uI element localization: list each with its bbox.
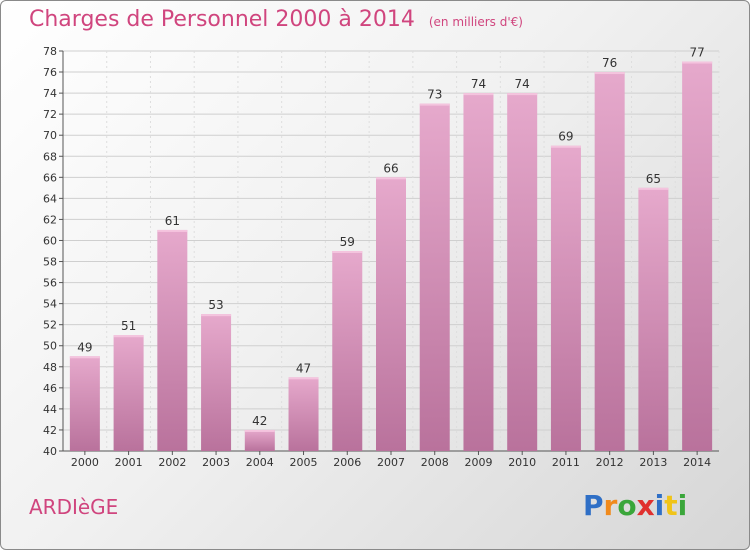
y-tick-label: 70: [43, 129, 57, 142]
bar: [376, 177, 406, 451]
x-tick-label: 2000: [71, 456, 99, 469]
x-tick-label: 2006: [333, 456, 361, 469]
bar-value-label: 74: [471, 77, 486, 91]
y-tick-label: 62: [43, 213, 57, 226]
bar: [157, 229, 188, 451]
commune-name: ARDIèGE: [29, 495, 119, 519]
bar: [201, 314, 232, 451]
logo-letter: r: [603, 489, 618, 522]
y-tick-label: 42: [43, 424, 57, 437]
bar-top-highlight: [550, 145, 581, 148]
x-tick-label: 2005: [290, 456, 318, 469]
logo-letter: o: [617, 489, 637, 522]
bar: [463, 93, 494, 452]
x-tick-label: 2011: [552, 456, 580, 469]
x-tick-label: 2012: [596, 456, 624, 469]
x-tick-label: 2010: [508, 456, 536, 469]
bar-top-highlight: [594, 72, 625, 75]
bar-layer: 49 51 61 53 42 47 59 66 73 74 74 69 76 65 77: [69, 46, 713, 452]
y-tick-label: 46: [43, 382, 57, 395]
y-tick-label: 66: [43, 171, 57, 184]
bar-value-label: 73: [427, 88, 442, 102]
bar-value-label: 47: [296, 361, 311, 375]
y-tick-label: 56: [43, 277, 57, 290]
y-tick-label: 54: [43, 298, 57, 311]
bar-top-highlight: [507, 93, 538, 96]
y-tick-label: 76: [43, 66, 57, 79]
bar-value-label: 61: [165, 214, 180, 228]
bar-value-label: 77: [689, 46, 704, 60]
bar: [288, 377, 319, 451]
bar: [594, 72, 625, 451]
bar-top-highlight: [463, 93, 494, 96]
x-tick-label: 2004: [246, 456, 274, 469]
x-tick-label: 2002: [158, 456, 186, 469]
bar-top-highlight: [69, 356, 100, 359]
chart-title: Charges de Personnel 2000 à 2014 (en mill…: [29, 7, 523, 32]
logo-letter: P: [583, 489, 604, 522]
bar-top-highlight: [638, 187, 669, 190]
y-tick-label: 60: [43, 234, 57, 247]
bar-value-label: 76: [602, 56, 617, 70]
y-tick-label: 44: [43, 403, 57, 416]
bar: [69, 356, 100, 451]
x-tick-label: 2014: [683, 456, 711, 469]
bar: [244, 429, 275, 451]
y-tick-label: 72: [43, 108, 57, 121]
x-tick-label: 2008: [421, 456, 449, 469]
bar-value-label: 74: [515, 77, 530, 91]
bar: [638, 187, 669, 451]
bar-value-label: 59: [340, 235, 355, 249]
y-tick-label: 74: [43, 87, 57, 100]
y-tick-label: 64: [43, 192, 57, 205]
bar-top-highlight: [682, 61, 713, 64]
chart-subtitle: (en milliers d'€): [428, 15, 523, 29]
bar-top-highlight: [113, 335, 144, 338]
y-tick-label: 52: [43, 319, 57, 332]
logo-letter: x: [636, 489, 655, 522]
bar-value-label: 49: [77, 340, 92, 354]
bar-top-highlight: [288, 377, 319, 380]
x-tick-label: 2013: [639, 456, 667, 469]
bar-value-label: 66: [383, 161, 398, 175]
bar-value-label: 53: [208, 298, 223, 312]
bar-top-highlight: [332, 251, 363, 253]
logo-letter: t: [664, 489, 678, 522]
y-tick-label: 50: [43, 340, 57, 353]
bar-top-highlight: [376, 177, 406, 180]
chart-title-text: Charges de Personnel 2000 à 2014: [29, 7, 415, 32]
x-tick-label: 2003: [202, 456, 230, 469]
logo-letter: i: [677, 489, 688, 522]
bar-value-label: 65: [646, 172, 661, 186]
bar-top-highlight: [419, 103, 450, 106]
bar: [113, 335, 144, 451]
bar: [507, 93, 538, 452]
x-tick-label: 2007: [377, 456, 405, 469]
bar-top-highlight: [244, 429, 275, 432]
bar-top-highlight: [201, 314, 232, 317]
y-tick-label: 58: [43, 256, 57, 269]
x-tick-label: 2001: [115, 456, 143, 469]
y-tick-label: 48: [43, 361, 57, 374]
y-tick-label: 40: [43, 445, 57, 458]
logo-letter: i: [654, 489, 665, 522]
bar-value-label: 69: [558, 130, 573, 144]
bar-value-label: 51: [121, 319, 136, 333]
bar: [419, 103, 450, 451]
bar-top-highlight: [157, 229, 188, 232]
y-tick-label: 78: [43, 45, 57, 58]
proxiti-logo: Proxiti: [583, 489, 687, 522]
bar: [682, 61, 713, 452]
y-tick-label: 68: [43, 150, 57, 163]
axis-layer: 40 42 44 46 48 50 52 54 56 58 60 62 64 66 68 70 72 74 76 78…: [43, 45, 719, 469]
bar: [550, 145, 581, 451]
x-tick-label: 2009: [464, 456, 492, 469]
bar-value-label: 42: [252, 414, 267, 428]
bar: [332, 251, 363, 451]
